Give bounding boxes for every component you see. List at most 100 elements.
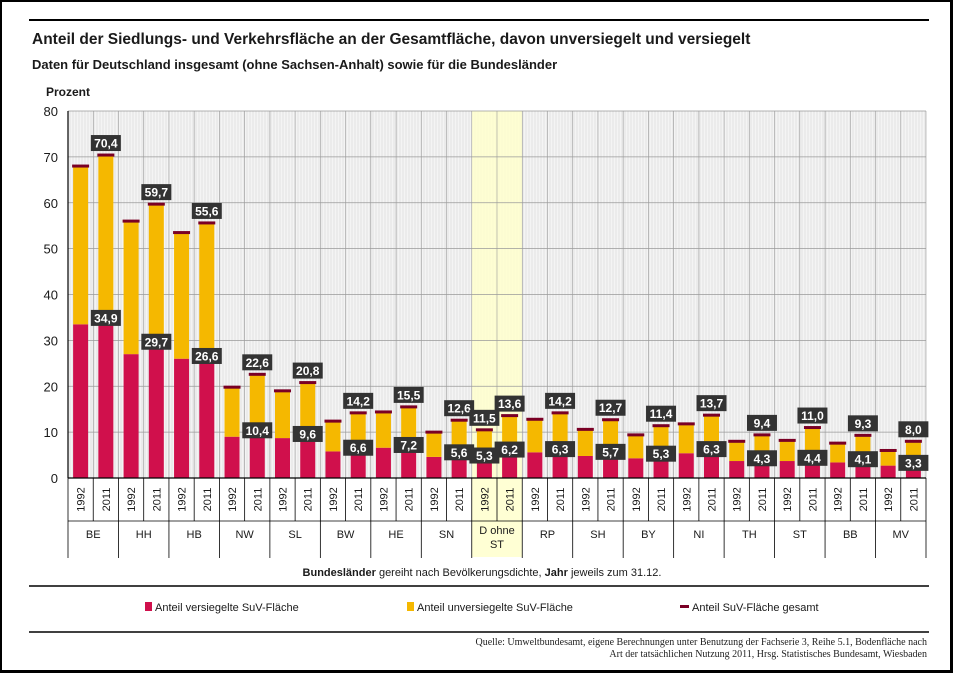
- data-label-total: 11,5: [473, 411, 496, 425]
- data-label-total: 9,4: [754, 416, 771, 430]
- data-label-sealed-box: [343, 439, 374, 456]
- data-label-total: 11,4: [650, 407, 673, 421]
- data-label-sealed-box: [444, 444, 475, 461]
- x-tick-year: 1992: [227, 487, 239, 511]
- x-tick-year: 2011: [202, 488, 214, 512]
- bar-sealed: [779, 461, 795, 478]
- bar-unsealed: [678, 423, 694, 454]
- bar-unsealed: [880, 450, 896, 466]
- data-label-sealed: 29,7: [145, 335, 169, 349]
- data-label-total: 13,7: [700, 397, 724, 411]
- bar-unsealed: [830, 443, 846, 463]
- data-label-total-box: [646, 405, 677, 422]
- legend-swatch-total: [680, 605, 689, 608]
- bar-unsealed: [73, 166, 89, 325]
- bar-sealed: [249, 430, 265, 478]
- data-label-total-box: [242, 354, 273, 371]
- bar-sealed: [275, 438, 290, 478]
- data-label-total-box: [469, 409, 500, 426]
- y-tick-label: 10: [44, 425, 58, 440]
- bar-unsealed: [401, 406, 417, 445]
- data-label-sealed: 10,4: [246, 424, 270, 438]
- x-tick-year: 2011: [908, 488, 920, 512]
- data-label-total: 13,6: [498, 397, 522, 411]
- x-tick-year: 1992: [278, 487, 290, 511]
- x-category-label: BB: [843, 529, 858, 541]
- x-tick-year: 1992: [631, 487, 643, 511]
- y-tick-label: 30: [44, 333, 58, 348]
- x-category-label: HE: [388, 529, 403, 541]
- data-label-total-box: [847, 415, 878, 432]
- bar-unsealed: [98, 155, 114, 318]
- x-category-label: SN: [439, 529, 454, 541]
- data-label-sealed: 7,2: [400, 438, 417, 452]
- x-tick-year: 1992: [580, 487, 592, 511]
- data-label-total: 20,8: [296, 364, 320, 378]
- bar-total-marker: [324, 419, 342, 423]
- bar-sealed: [830, 462, 846, 478]
- x-tick-year: 2011: [252, 488, 264, 512]
- bar-total-marker: [627, 433, 645, 437]
- bar-unsealed: [375, 411, 391, 448]
- bar-unsealed: [249, 374, 265, 431]
- data-label-total: 12,7: [599, 401, 623, 415]
- bar-unsealed: [224, 387, 240, 437]
- legend-label-total: Anteil SuV-Fläche gesamt: [692, 602, 819, 614]
- bar-total-marker: [223, 385, 241, 389]
- data-label-sealed-box: [696, 441, 727, 458]
- data-label-sealed-box: [746, 450, 777, 467]
- data-label-total-box: [343, 392, 374, 409]
- chart-title: Anteil der Siedlungs- und Verkehrsfläche…: [32, 31, 750, 48]
- data-label-sealed-box: [90, 309, 121, 326]
- y-tick-label: 20: [44, 379, 58, 394]
- data-label-sealed: 9,6: [299, 427, 316, 441]
- data-label-sealed: 5,6: [451, 446, 468, 460]
- x-tick-year: 2011: [505, 488, 517, 512]
- x-category-label: HH: [136, 529, 152, 541]
- bar-total-marker: [753, 433, 771, 437]
- bar-sealed: [174, 358, 190, 478]
- x-tick-year: 1992: [833, 487, 845, 511]
- legend-label-sealed: Anteil versiegelte SuV-Fläche: [155, 602, 299, 614]
- data-label-sealed-box: [646, 445, 677, 462]
- data-label-sealed: 6,3: [552, 443, 569, 457]
- x-tick-year: 2011: [101, 488, 113, 512]
- x-category-label: NW: [235, 529, 254, 541]
- x-category-label: ST: [793, 529, 807, 541]
- x-caption-text-2: jeweils zum 31.12.: [568, 567, 662, 579]
- data-label-sealed-box: [141, 333, 172, 350]
- data-label-total: 22,6: [246, 356, 270, 370]
- data-label-sealed-box: [847, 451, 878, 468]
- legend-swatch-unsealed: [407, 602, 414, 611]
- bar-sealed: [148, 341, 164, 478]
- x-tick-year: 1992: [76, 487, 88, 511]
- x-category-label: MV: [893, 529, 910, 541]
- x-category-label: HB: [187, 529, 202, 541]
- bar-unsealed: [577, 429, 593, 456]
- data-label-sealed-box: [595, 443, 626, 460]
- y-tick-label: 70: [44, 150, 58, 165]
- bar-unsealed: [350, 412, 366, 448]
- bar-unsealed: [123, 221, 139, 355]
- bar-total-marker: [299, 381, 317, 385]
- data-label-sealed-box: [545, 441, 576, 458]
- bar-total-marker: [576, 427, 594, 431]
- bar-total-marker: [173, 231, 191, 235]
- x-category-label: NI: [693, 529, 704, 541]
- data-label-total-box: [90, 135, 121, 152]
- bar-total-marker: [526, 417, 544, 421]
- data-label-total: 15,5: [397, 388, 421, 402]
- bar-total-marker: [425, 430, 443, 434]
- bar-total-marker: [374, 410, 392, 414]
- bar-sealed: [527, 452, 543, 478]
- x-caption-bold-1: Bundesländer: [303, 567, 377, 579]
- data-label-sealed-box: [191, 347, 222, 364]
- bar-total-marker: [829, 441, 847, 445]
- bar-sealed: [123, 354, 139, 478]
- data-label-total-box: [797, 407, 828, 424]
- y-tick-label: 0: [51, 471, 58, 486]
- x-tick-year: 1992: [177, 487, 189, 511]
- x-tick-year: 1992: [378, 487, 390, 511]
- bar-unsealed: [300, 382, 316, 434]
